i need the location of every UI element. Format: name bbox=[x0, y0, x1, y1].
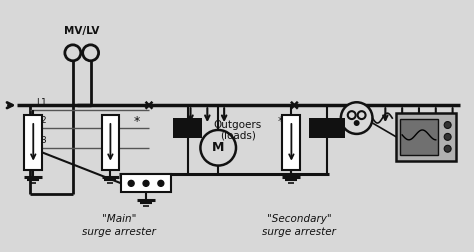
Bar bbox=[121, 174, 171, 192]
Bar bbox=[396, 113, 456, 161]
Bar bbox=[101, 115, 119, 170]
Text: "Main": "Main" bbox=[102, 214, 137, 224]
Text: M: M bbox=[212, 141, 224, 154]
Circle shape bbox=[354, 120, 360, 126]
Text: *: * bbox=[134, 115, 140, 128]
Text: surge arrester: surge arrester bbox=[82, 227, 156, 237]
Circle shape bbox=[143, 180, 149, 186]
Text: U: U bbox=[313, 123, 322, 133]
Text: p: p bbox=[190, 127, 194, 135]
Bar bbox=[400, 119, 438, 155]
Text: Outgoers: Outgoers bbox=[214, 120, 262, 130]
Circle shape bbox=[83, 45, 98, 60]
Text: MV/LV: MV/LV bbox=[64, 26, 100, 36]
Text: surge arrester: surge arrester bbox=[263, 227, 336, 237]
Text: ps: ps bbox=[325, 128, 333, 134]
Text: (loads): (loads) bbox=[220, 131, 256, 141]
Circle shape bbox=[128, 180, 134, 186]
Text: U: U bbox=[178, 123, 187, 133]
Bar bbox=[309, 118, 345, 138]
Circle shape bbox=[444, 133, 451, 140]
Circle shape bbox=[65, 45, 81, 60]
Text: *: * bbox=[277, 115, 283, 128]
Text: L2: L2 bbox=[36, 116, 47, 125]
Text: "Secondary": "Secondary" bbox=[267, 214, 332, 224]
Bar bbox=[24, 115, 42, 170]
Circle shape bbox=[158, 180, 164, 186]
Bar bbox=[283, 115, 301, 170]
Text: L3: L3 bbox=[36, 136, 47, 145]
Circle shape bbox=[341, 102, 373, 134]
Bar bbox=[173, 118, 202, 138]
Circle shape bbox=[444, 145, 451, 152]
Circle shape bbox=[201, 130, 236, 166]
Text: L1: L1 bbox=[36, 98, 47, 107]
Circle shape bbox=[444, 121, 451, 129]
